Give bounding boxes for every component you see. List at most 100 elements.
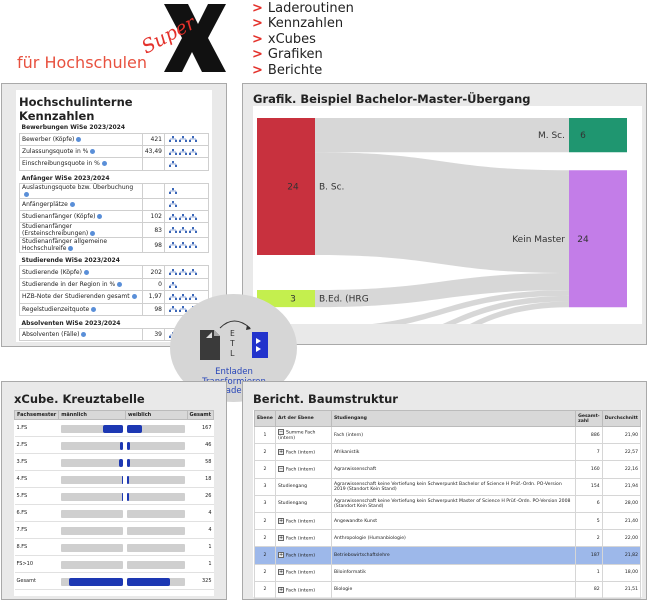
info-icon[interactable] (68, 246, 74, 252)
hierarchy-icon[interactable] (179, 293, 187, 300)
sankey-source-node[interactable] (257, 118, 315, 255)
baum-header[interactable]: Gesamt-zahl (575, 410, 603, 427)
baum-header[interactable]: Art der Ebene (274, 410, 332, 427)
menu-item-laderoutinen[interactable]: > Laderoutinen (252, 1, 354, 16)
info-icon[interactable] (90, 231, 96, 237)
xcube-row: 6.FS 4 (14, 504, 214, 522)
baum-header[interactable]: Ebene (254, 410, 276, 427)
xcube-total: 4 (187, 521, 214, 539)
baum-row[interactable]: 2 + Fach (intern) Biloinformatik 1 18,00 (254, 563, 642, 582)
hierarchy-icon[interactable] (189, 148, 197, 155)
info-icon[interactable] (90, 149, 96, 155)
xcube-row-label: 2.FS (14, 436, 59, 454)
info-icon[interactable] (24, 191, 29, 197)
info-icon[interactable] (97, 214, 103, 220)
xcube-header[interactable]: weiblich (124, 410, 188, 420)
kennzahl-value: 0 (141, 277, 166, 292)
xcube-row: 1.FS 167 (14, 419, 214, 437)
info-icon[interactable] (83, 269, 89, 275)
sankey-target-node[interactable] (569, 170, 627, 308)
hierarchy-icon[interactable] (189, 213, 197, 220)
kennzahl-value: 102 (141, 210, 166, 224)
expand-icon[interactable]: + (277, 534, 284, 541)
kennzahlen-table: Bewerbungen WiSe 2023/2024 Bewerber (Köp… (19, 120, 209, 342)
baum-header[interactable]: Durchschnitt (601, 410, 642, 427)
sankey-source-node[interactable] (257, 290, 315, 308)
hierarchy-icon[interactable] (169, 160, 177, 167)
sankey-source-label: B.Ed. (HRG (319, 295, 369, 305)
info-icon[interactable] (81, 332, 87, 338)
hierarchy-icon[interactable] (169, 201, 177, 208)
expand-icon[interactable]: + (277, 449, 284, 456)
hierarchy-icon[interactable] (179, 136, 187, 143)
hierarchy-icon[interactable] (189, 136, 197, 143)
kennzahl-value (141, 157, 166, 171)
baum-art: Studiengang (274, 477, 332, 496)
baum-header[interactable]: Studiengang (330, 410, 577, 427)
baum-row[interactable]: 2 − Fach (intern) Agrarwissenschaft 160 2… (254, 460, 642, 479)
menu-item-grafiken[interactable]: > Grafiken (252, 47, 323, 63)
menu-item-xcubes[interactable]: > xCubes (252, 31, 316, 47)
menu-item-kennzahlen[interactable]: > Kennzahlen (252, 16, 344, 32)
menu-item-berichte[interactable]: > Berichte (252, 62, 323, 78)
hierarchy-icon[interactable] (179, 148, 187, 155)
info-icon[interactable] (101, 161, 107, 167)
hierarchy-icon[interactable] (179, 213, 187, 220)
hierarchy-icon[interactable] (179, 269, 187, 276)
xcube-header[interactable]: Fachsemester (13, 410, 60, 420)
hierarchy-icon[interactable] (189, 242, 197, 249)
info-icon[interactable] (76, 136, 82, 142)
xcube-panel: xCube. Kreuztabelle Fachsemester männlic… (1, 381, 227, 600)
xcube-header[interactable]: männlich (58, 410, 126, 420)
kennzahl-value: 98 (141, 302, 166, 317)
hierarchy-icon[interactable] (179, 242, 187, 249)
expand-icon[interactable]: + (277, 552, 284, 559)
baum-row[interactable]: 2 + Fach (intern) Betriebswirtschaftslehr… (254, 546, 642, 565)
hierarchy-icon[interactable] (169, 293, 177, 300)
baum-row[interactable]: 2 + Fach (intern) Biologie 82 21,51 (254, 580, 642, 599)
hierarchy-icon[interactable] (169, 242, 177, 249)
sankey-target-node[interactable] (569, 118, 627, 153)
hierarchy-icon[interactable] (169, 269, 177, 276)
baum-art: + Fach (intern) (274, 546, 332, 565)
baum-row[interactable]: 3 Studiengang Agrarwissenschaft keine Ve… (254, 494, 642, 513)
baum-row[interactable]: 2 + Fach (intern) Anthropologie (Humanbio… (254, 529, 642, 548)
baum-gesamtzahl: 154 (575, 477, 603, 496)
info-icon[interactable] (131, 294, 137, 300)
hierarchy-icon[interactable] (189, 293, 197, 300)
hierarchy-icon[interactable] (189, 269, 197, 276)
expand-icon[interactable]: + (277, 569, 284, 576)
baum-row[interactable]: 2 + Fach (intern) Angewandte Kunst 5 21,4… (254, 511, 642, 531)
baum-studiengang: Anthropologie (Humanbiologie) (330, 529, 577, 548)
baum-row[interactable]: 3 Studiengang Agrarwissenschaft keine Ve… (254, 477, 642, 496)
sankey-target-value: 24 (577, 235, 589, 245)
hierarchy-icon[interactable] (179, 227, 187, 234)
hierarchy-icon[interactable] (169, 187, 177, 194)
expand-icon[interactable]: + (277, 586, 284, 593)
hierarchy-icon[interactable] (169, 136, 177, 143)
expand-icon[interactable]: + (277, 517, 284, 524)
baum-row[interactable]: 1 − Summe Fach (intern) Fach (intern) 886… (254, 425, 642, 445)
baum-row[interactable]: 2 + Fach (intern) Afrikanistik 7 22,57 (254, 443, 642, 462)
collapse-icon[interactable]: − (277, 466, 284, 473)
xcube-header[interactable]: Gesamt (186, 410, 215, 420)
sankey-title: Grafik. Beispiel Bachelor-Master-Übergan… (253, 92, 531, 106)
baum-gesamtzahl: 6 (575, 494, 603, 513)
baum-art: + Fach (intern) (274, 529, 332, 548)
hierarchy-icon[interactable] (169, 306, 177, 313)
hierarchy-icon[interactable] (169, 148, 177, 155)
hierarchy-icon[interactable] (169, 227, 177, 234)
brand-subtitle: für Hochschulen (17, 53, 148, 72)
hierarchy-icon[interactable] (169, 213, 177, 220)
info-icon[interactable] (69, 201, 75, 207)
hierarchy-icon[interactable] (169, 281, 177, 288)
hierarchy-icon[interactable] (189, 227, 197, 234)
collapse-icon[interactable]: − (277, 429, 284, 436)
kennzahl-actions (164, 182, 209, 199)
xcube-row: FS>10 1 (14, 555, 214, 573)
info-icon[interactable] (117, 282, 123, 288)
baum-durchschnitt: 28,00 (601, 494, 642, 513)
baum-gesamtzahl: 5 (575, 511, 603, 531)
xcube-header-row: Fachsemester männlich weiblich Gesamt (13, 410, 215, 420)
info-icon[interactable] (91, 306, 97, 312)
